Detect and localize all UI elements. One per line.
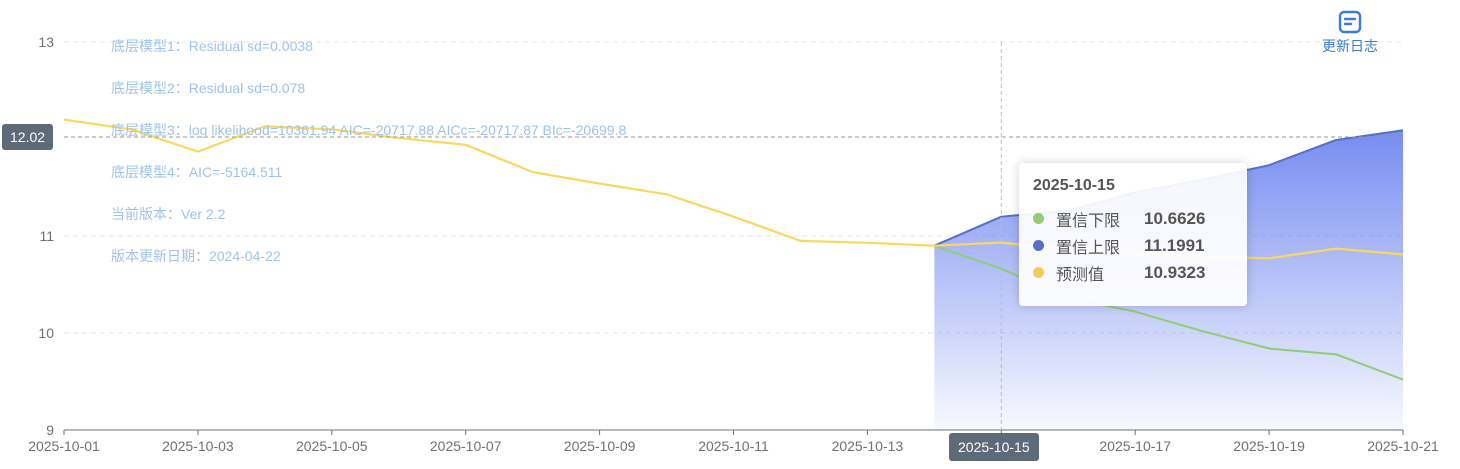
x-tick-label: 2025-10-21: [1367, 438, 1439, 454]
y-tick-label: 11: [39, 228, 54, 244]
x-tick-label: 2025-10-09: [564, 438, 636, 454]
y-tick-label: 9: [46, 422, 54, 438]
y-tick-label: 10: [38, 325, 54, 341]
tooltip-series-name: 预测值: [1056, 264, 1105, 284]
legend-dot-forecast: [1033, 267, 1044, 278]
tooltip-row: 置信上限 11.1991: [1033, 232, 1233, 259]
tooltip-title: 2025-10-15: [1033, 177, 1115, 194]
tooltip-series-value: 10.9323: [1144, 262, 1206, 282]
x-tick-label: 2025-10-11: [698, 438, 769, 454]
annotation-model-4: 底层模型4：AIC=-5164.511: [111, 164, 283, 180]
x-tick-label: 2025-10-03: [162, 438, 234, 454]
grid-lines: [64, 41, 1403, 334]
changelog-label: 更新日志: [1322, 39, 1378, 55]
x-tick-label: 2025-10-13: [832, 438, 904, 454]
annotation-version: 当前版本：Ver 2.2: [111, 206, 226, 222]
series-line-lower: [934, 244, 1404, 381]
axis-pointer: [64, 42, 1403, 430]
x-tick-label: 2025-10-07: [430, 438, 502, 454]
annotation-update-date: 版本更新日期：2024-04-22: [111, 248, 281, 264]
tooltip-series-name: 置信上限: [1056, 237, 1121, 257]
x-tick-label: 2025-10-01: [28, 438, 100, 454]
tooltip-row: 置信下限 10.6626: [1033, 205, 1233, 232]
annotation-model-2: 底层模型2：Residual sd=0.078: [111, 80, 306, 96]
document-icon: [1338, 10, 1362, 34]
changelog-button[interactable]: 更新日志: [1314, 10, 1386, 56]
axes: 9 10 11 13 2025-10-01 2025-10-03 2025-10-05 202…: [28, 34, 1439, 454]
x-axis-pointer-label: 2025-10-15: [949, 433, 1039, 461]
legend-dot-upper: [1033, 240, 1044, 251]
y-tick-label: 13: [38, 34, 54, 50]
tooltip-series-value: 10.6626: [1144, 208, 1206, 228]
tooltip: 2025-10-15 置信下限 10.6626 置信上限 11.1991 预测值…: [1019, 163, 1247, 306]
tooltip-series-name: 置信下限: [1056, 210, 1121, 230]
x-tick-label: 2025-10-05: [296, 438, 368, 454]
y-axis-pointer-label: 12.02: [2, 124, 54, 150]
annotation-model-1: 底层模型1：Residual sd=0.0038: [111, 38, 313, 54]
x-tick-label: 2025-10-19: [1233, 438, 1305, 454]
x-tick-label: 2025-10-17: [1099, 438, 1171, 454]
tooltip-row: 预测值 10.9323: [1033, 259, 1233, 286]
tooltip-series-value: 11.1991: [1144, 235, 1205, 255]
annotation-model-3: 底层模型3：log likelihood=10361.94 AIC=-20717…: [111, 122, 627, 138]
legend-dot-lower: [1033, 213, 1044, 224]
